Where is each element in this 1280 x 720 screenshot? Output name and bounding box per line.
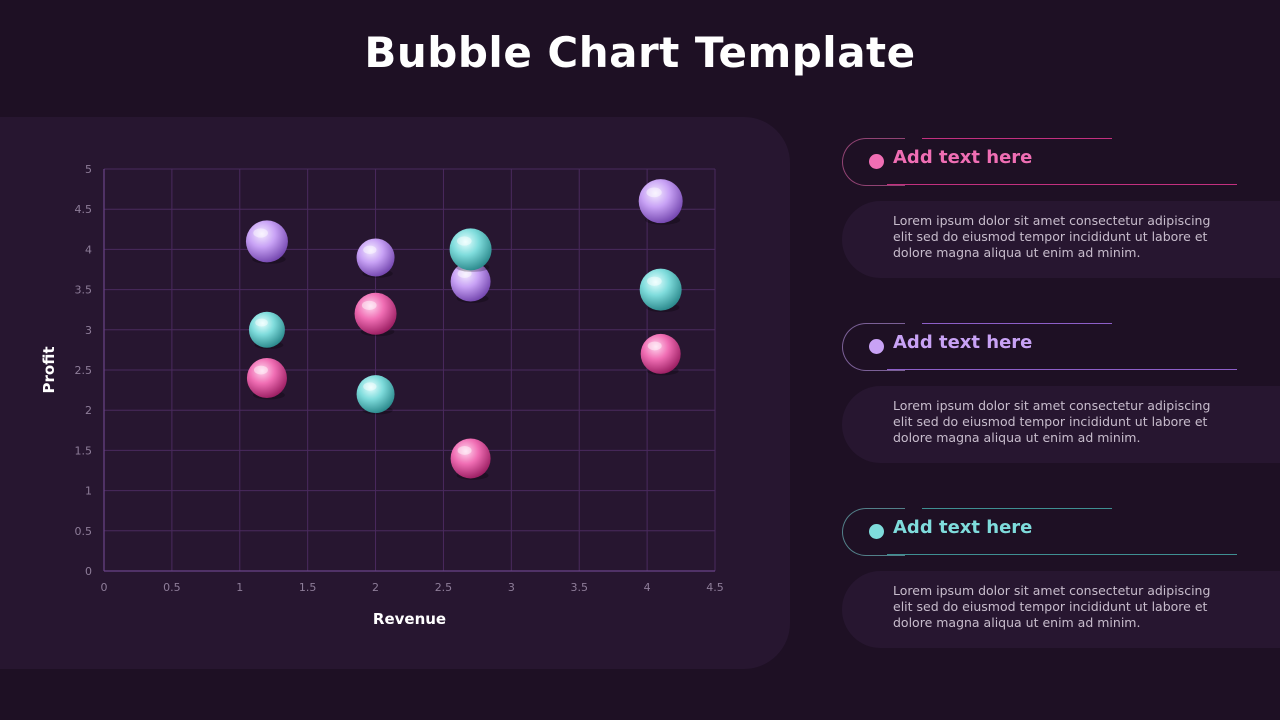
bubble-highlight [255,318,268,327]
x-tick-label: 2 [372,581,379,594]
y-tick-label: 1 [85,485,92,498]
x-tick-label: 4 [644,581,651,594]
entry-description: Lorem ipsum dolor sit amet consectetur a… [893,583,1211,630]
entry-arc [842,508,905,556]
legend-entry-teal: Add text here Lorem ipsum dolor sit amet… [842,508,1280,688]
y-tick-label: 0 [85,565,92,578]
y-tick-label: 3 [85,324,92,337]
x-tick-label: 4.5 [706,581,724,594]
bubble-highlight [456,236,472,246]
y-axis-title: Profit [40,347,58,394]
entry-description: Lorem ipsum dolor sit amet consectetur a… [893,213,1211,260]
bubble-teal [639,268,682,311]
page-title: Bubble Chart Template [364,28,916,77]
bubble-teal [356,375,395,414]
bubble-highlight [646,187,662,198]
legend-entry-pink: Add text here Lorem ipsum dolor sit amet… [842,138,1280,318]
y-tick-label: 3.5 [75,284,93,297]
x-axis-title: Revenue [373,610,446,628]
bubble-purple [638,179,683,224]
bubble-highlight [457,446,472,455]
bubble-purple [450,261,491,302]
y-tick-label: 2 [85,404,92,417]
entry-line-top [922,138,1112,139]
bubble-highlight [647,276,662,286]
x-tick-label: 1 [236,581,243,594]
bubble-highlight [253,365,268,375]
bubble-highlight [253,228,268,238]
x-tick-label: 1.5 [299,581,317,594]
entry-heading: Add text here [893,332,1033,353]
y-tick-label: 5 [85,163,92,176]
x-tick-label: 3 [508,581,515,594]
entry-line-top [922,323,1112,324]
x-tick-label: 0 [101,581,108,594]
legend-entry-purple: Add text here Lorem ipsum dolor sit amet… [842,323,1280,503]
entry-line-bottom [887,369,1237,370]
pink-dot-icon [869,154,884,169]
entry-arc [842,138,905,186]
y-tick-label: 4 [85,243,92,256]
bubble-pink [246,358,287,399]
bubble-highlight [363,245,377,255]
entry-description-box: Lorem ipsum dolor sit amet consectetur a… [842,571,1280,648]
entry-description: Lorem ipsum dolor sit amet consectetur a… [893,398,1211,445]
bubble-purple [245,220,288,263]
purple-dot-icon [869,339,884,354]
bubble-teal [248,311,285,348]
bubble-teal [449,228,492,271]
x-tick-label: 3.5 [570,581,588,594]
bubble-purple [356,238,395,277]
entry-line-top [922,508,1112,509]
bubble-highlight [363,382,377,391]
teal-dot-icon [869,524,884,539]
bubble-chart: 0 0.5 1 1.5 2 2.5 3 3.5 4 4.5 0 0.5 1 1.5 2 2.5 3 3.5 4 4.5… [40,163,724,628]
entry-description-box: Lorem ipsum dolor sit amet consectetur a… [842,386,1280,463]
bubble-highlight [457,269,472,278]
y-tick-label: 1.5 [75,444,93,457]
entry-description-box: Lorem ipsum dolor sit amet consectetur a… [842,201,1280,278]
x-tick-label: 2.5 [435,581,453,594]
entry-heading: Add text here [893,517,1033,538]
y-tick-label: 0.5 [75,525,93,538]
y-tick-label: 2.5 [75,364,93,377]
x-tick-label: 0.5 [163,581,181,594]
y-tick-label: 4.5 [75,203,93,216]
bubble-pink [354,292,397,335]
entry-heading: Add text here [893,147,1033,168]
bubble-highlight [361,300,377,310]
entry-line-bottom [887,184,1237,185]
bubble-highlight [647,341,662,351]
bubble-pink [640,333,681,374]
entry-line-bottom [887,554,1237,555]
entry-arc [842,323,905,371]
bubble-pink [450,438,491,479]
